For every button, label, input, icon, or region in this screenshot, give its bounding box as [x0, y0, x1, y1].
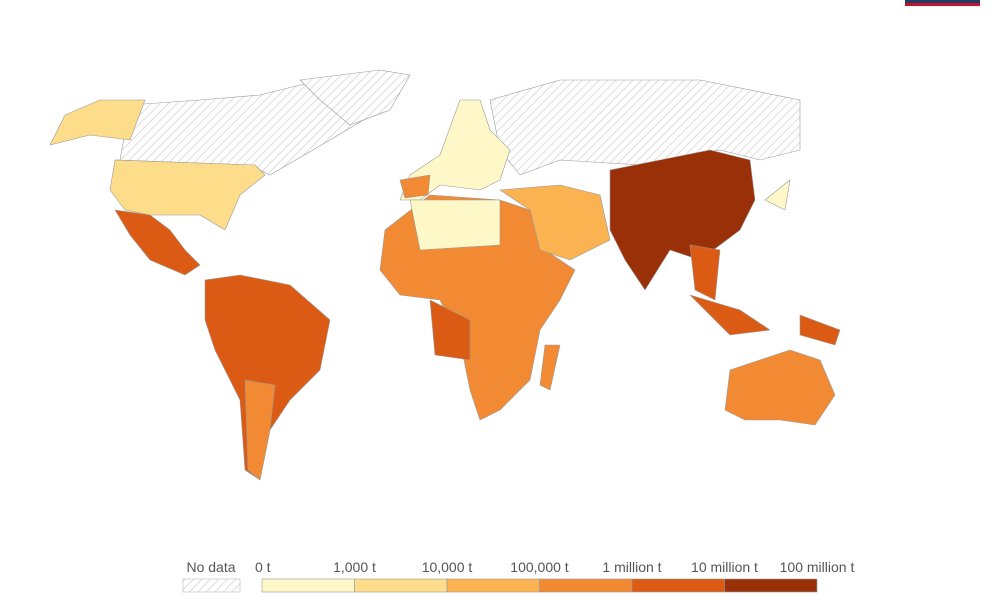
china-india	[609, 149, 756, 291]
legend: No data 0 t 1,000 t 10,000 t 100,000 t 1 mil…	[182, 559, 855, 593]
australia	[724, 349, 836, 426]
no-data-swatch	[182, 578, 241, 593]
madagascar	[539, 344, 561, 391]
north-africa	[409, 199, 501, 251]
legend-swatch	[261, 578, 355, 593]
legend-label: 100 million t	[780, 559, 855, 575]
legend-label: 1,000 t	[333, 559, 376, 575]
south-america	[204, 274, 331, 481]
legend-swatch	[539, 578, 633, 593]
papua-new-guinea	[799, 314, 841, 346]
legend-label: 100,000 t	[510, 559, 568, 575]
legend-label: 10,000 t	[422, 559, 473, 575]
africa	[379, 194, 576, 421]
argentina	[244, 379, 276, 481]
no-data-label: No data	[186, 559, 235, 575]
greenland	[299, 69, 411, 126]
middle-east	[499, 184, 611, 261]
southeast-asia	[689, 244, 721, 301]
legend-swatch	[446, 578, 540, 593]
legend-label: 0 t	[255, 559, 271, 575]
flag-bar	[905, 0, 980, 6]
alaska	[49, 99, 146, 146]
legend-label: 10 million t	[691, 559, 758, 575]
europe	[399, 99, 511, 201]
legend-label: 1 million t	[602, 559, 661, 575]
legend-swatch	[631, 578, 725, 593]
central-africa	[429, 299, 471, 361]
spain	[399, 174, 431, 199]
legend-swatch	[354, 578, 448, 593]
usa	[109, 159, 266, 231]
russia	[489, 79, 801, 176]
japan	[764, 179, 791, 211]
mexico	[114, 209, 201, 276]
world-map	[49, 69, 841, 481]
legend-swatch	[724, 578, 818, 593]
indonesia	[689, 294, 771, 336]
